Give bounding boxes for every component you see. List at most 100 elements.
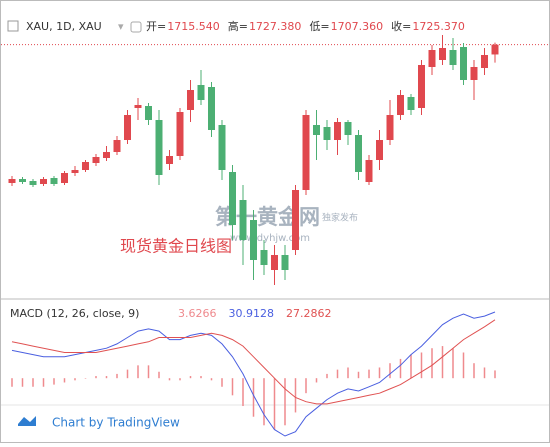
collapse-icon[interactable]	[7, 20, 19, 32]
macd-histogram-bar	[347, 367, 349, 379]
candle-body	[292, 190, 299, 250]
macd-histogram-bar	[42, 378, 45, 387]
candle-body	[208, 87, 215, 130]
candle-body	[124, 115, 131, 140]
macd-histogram-bar	[252, 378, 255, 417]
macd-histogram-bar	[368, 369, 370, 379]
footer[interactable]: Chart by TradingView	[52, 416, 180, 430]
macd-histogram-bar	[84, 378, 87, 379]
macd-legend: 3.6266 30.9128 27.2862	[178, 307, 332, 320]
candle-body	[218, 125, 226, 170]
macd-line	[11, 311, 496, 437]
macd-histogram-bar	[168, 378, 171, 381]
macd-histogram-bar	[431, 348, 433, 379]
candle-body	[82, 162, 89, 170]
settings-icon[interactable]	[130, 21, 142, 33]
ohlc-label: 低=	[309, 20, 329, 33]
macd-value: 3.6266	[178, 307, 217, 320]
candle-body	[323, 127, 331, 140]
candle-body	[61, 173, 68, 183]
macd-histogram-bar	[158, 371, 160, 379]
candle-body	[29, 181, 37, 185]
candle-body	[460, 47, 467, 80]
candle-body	[134, 105, 142, 108]
macd-histogram-bar	[95, 376, 97, 379]
macd-histogram-bar	[147, 365, 150, 379]
macd-title: MACD (12, 26, close, 9)	[10, 307, 139, 320]
candle-body	[260, 250, 268, 265]
candle-body	[155, 120, 163, 175]
candle-body	[229, 172, 236, 225]
candle-body	[92, 157, 100, 163]
ohlc-value: 1725.370	[412, 20, 465, 33]
watermark-badge: 独家发布	[322, 212, 358, 224]
ohlc-value: 1715.540	[167, 20, 220, 33]
signal-line	[11, 319, 496, 405]
candle-body	[428, 50, 436, 67]
macd-histogram-bar	[294, 378, 297, 413]
macd-histogram-bar	[189, 376, 192, 379]
macd-value: 27.2862	[286, 307, 332, 320]
macd-histogram-bar	[336, 369, 339, 379]
macd-histogram-bar	[305, 378, 307, 394]
candle-body	[355, 135, 362, 172]
macd-histogram-bar	[441, 346, 444, 379]
macd-histogram-bar	[452, 348, 454, 379]
macd-histogram-bar	[473, 363, 475, 379]
candle-body	[40, 179, 47, 184]
macd-histogram-bar	[32, 378, 34, 387]
candle-body	[187, 90, 194, 110]
candle-body	[449, 50, 457, 65]
macd-histogram-bar	[200, 376, 202, 379]
macd-histogram-bar	[378, 367, 381, 379]
candle-body	[418, 65, 425, 108]
candle-body	[239, 200, 247, 240]
macd-histogram-bar	[420, 352, 423, 379]
candle-body	[250, 220, 257, 260]
dropdown-icon[interactable]: ▾	[118, 20, 124, 33]
candle-body	[197, 85, 205, 100]
macd-histogram-bar	[284, 378, 286, 426]
candle-body	[302, 115, 310, 190]
watermark-url: www.dyhjw.com	[230, 233, 310, 244]
candle-body	[491, 44, 499, 55]
macd-histogram-bar	[242, 378, 244, 407]
macd-histogram-bar	[11, 378, 13, 387]
macd-histogram-bar	[273, 378, 276, 430]
candle-body	[19, 179, 26, 182]
symbol: XAU, 1D, XAU	[26, 20, 102, 33]
candle-body	[439, 48, 446, 60]
candle-body	[407, 97, 415, 110]
candle-body	[386, 115, 394, 140]
macd-histogram-bar	[483, 367, 486, 379]
macd-histogram-bar	[315, 378, 318, 383]
candle-body	[176, 112, 184, 156]
macd-histogram-bar	[126, 369, 129, 379]
macd-histogram-bar	[263, 378, 265, 426]
macd-histogram-bar	[210, 378, 213, 381]
candle-body	[271, 255, 278, 270]
tv-logo	[18, 416, 36, 426]
macd-histogram-bar	[399, 358, 402, 379]
candle-body	[313, 125, 320, 135]
annotation: 现货黄金日线图	[120, 237, 232, 256]
ohlc-value: 1727.380	[249, 20, 302, 33]
macd-histogram-bar	[137, 365, 139, 379]
candle-body	[397, 95, 404, 115]
candle-body	[50, 178, 58, 184]
macd-value: 30.9128	[229, 307, 275, 320]
ohlc-label: 开=	[146, 20, 166, 33]
ohlc-label: 收=	[391, 19, 411, 33]
macd-histogram-bar	[105, 376, 108, 379]
macd-histogram-bar	[116, 373, 118, 379]
candle-body	[145, 106, 152, 120]
macd-histogram-bar	[357, 371, 360, 379]
candle-body	[113, 140, 121, 152]
macd-histogram-bar	[462, 352, 465, 379]
candle-body	[470, 67, 478, 80]
candle-body	[365, 160, 373, 182]
macd-histogram-bar	[231, 378, 234, 396]
macd-histogram-bar	[21, 378, 24, 387]
